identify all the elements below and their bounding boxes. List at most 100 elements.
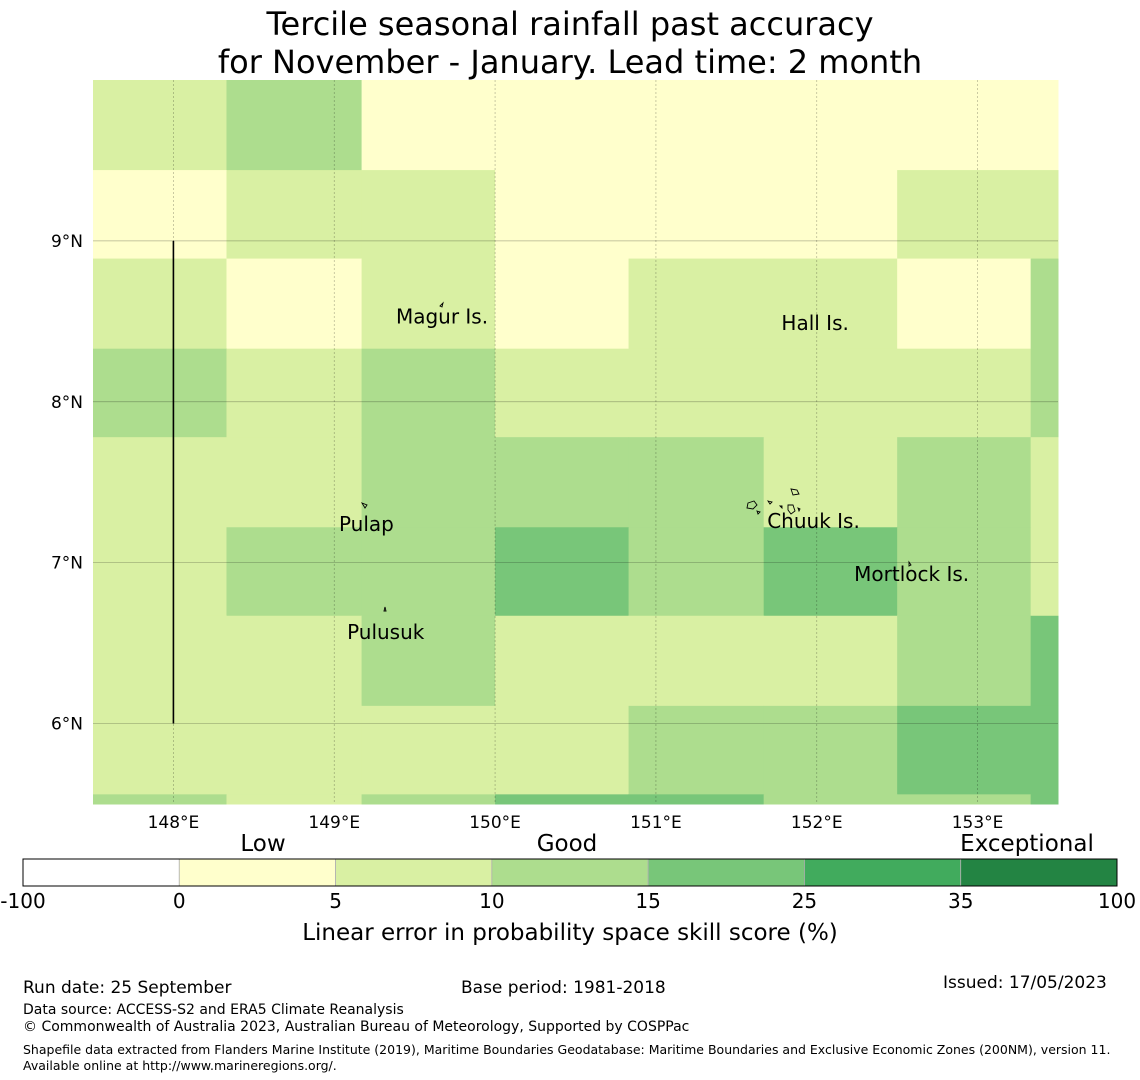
- place-label: Hall Is.: [781, 311, 848, 335]
- colorbar-category-good: Good: [536, 831, 598, 857]
- place-label: Pulusuk: [347, 620, 425, 644]
- grid-cell: [361, 615, 496, 707]
- grid-cell: [93, 615, 227, 707]
- grid-cell: [628, 794, 765, 805]
- grid-cell: [93, 794, 227, 805]
- grid-cell: [1030, 527, 1059, 617]
- grid-cell: [628, 80, 765, 171]
- axis-tick-labels: 148°E 149°E 150°E 151°E 152°E 153°E 6°N 7°N 8°N 9…: [51, 232, 1003, 833]
- grid-cell: [897, 348, 1032, 438]
- grid-cell: [226, 80, 363, 171]
- grid-cell: [495, 258, 630, 350]
- colorbar-tick-label: 35: [947, 889, 974, 913]
- island-outline: [797, 507, 801, 513]
- grid-cell: [226, 348, 363, 438]
- grid-cell: [495, 615, 630, 707]
- island-outline: [766, 500, 773, 505]
- lat-tick-label: 7°N: [51, 554, 83, 574]
- colorbar-segment: [960, 858, 1118, 887]
- island-outline: [383, 606, 387, 612]
- grid-cell: [495, 705, 630, 795]
- island-outlines: [360, 301, 912, 612]
- grid-cell: [628, 437, 765, 528]
- grid-cell: [1030, 258, 1059, 350]
- base-period: Base period: 1981-2018: [461, 978, 666, 998]
- shapefile-credit: Shapefile data extracted from Flanders M…: [23, 1042, 1111, 1073]
- place-label: Mortlock Is.: [854, 562, 969, 586]
- grid-cell: [897, 705, 1032, 795]
- colorbar-tick-label: 10: [479, 889, 505, 913]
- colorbar-tick-label: -100: [0, 889, 46, 913]
- graticule: [93, 80, 1058, 804]
- island-outline: [778, 505, 783, 510]
- lat-tick-label: 9°N: [51, 232, 83, 252]
- grid-cell: [226, 615, 363, 707]
- island-outline: [756, 510, 761, 515]
- map-title-line-1: Tercile seasonal rainfall past accuracy: [266, 5, 874, 43]
- grid-cell: [495, 348, 630, 438]
- colorbar: [22, 858, 1118, 887]
- grid-cell: [361, 437, 496, 528]
- lon-tick-label: 153°E: [952, 813, 1004, 833]
- colorbar-tick-label: 15: [635, 889, 661, 913]
- grid-cell: [495, 80, 630, 171]
- grid-cell: [226, 258, 363, 350]
- island-outline: [439, 301, 444, 308]
- grid-cell: [93, 258, 227, 350]
- grid-cell: [226, 794, 363, 805]
- copyright: © Commonwealth of Australia 2023, Austra…: [23, 1019, 690, 1035]
- data-source: Data source: ACCESS-S2 and ERA5 Climate …: [23, 1002, 404, 1018]
- grid-cell: [1030, 794, 1059, 805]
- colorbar-frame: [22, 858, 1118, 887]
- grid-cell: [628, 258, 765, 350]
- grid-cell: [1030, 348, 1059, 438]
- lat-tick-label: 8°N: [51, 393, 83, 413]
- grid-cell: [93, 170, 227, 260]
- colorbar-label: Linear error in probability space skill …: [302, 920, 838, 946]
- colorbar-segment: [804, 858, 962, 887]
- grid-cell: [897, 170, 1032, 260]
- grid-cell: [763, 615, 898, 707]
- grid-cell: [93, 80, 227, 171]
- grid-cell: [763, 258, 898, 350]
- colorbar-segment: [647, 858, 805, 887]
- grid-cell: [1030, 80, 1059, 171]
- grid-cell: [226, 527, 363, 617]
- grid-cell: [361, 794, 496, 805]
- colorbar-tick-label: 100: [1097, 889, 1137, 913]
- grid-cell: [763, 170, 898, 260]
- skill-grid: [93, 80, 1059, 805]
- colorbar-tick-label: 0: [172, 889, 186, 913]
- grid-cell: [897, 258, 1032, 350]
- colorbar-tick-label: 25: [791, 889, 818, 913]
- lon-tick-label: 149°E: [308, 813, 360, 833]
- run-date: Run date: 25 September: [23, 978, 232, 998]
- grid-cell: [763, 80, 898, 171]
- colorbar-segment: [335, 858, 493, 887]
- grid-cell: [361, 527, 496, 617]
- grid-cell: [226, 705, 363, 795]
- grid-cell: [763, 437, 898, 528]
- grid-cell: [1030, 705, 1059, 795]
- island-outline: [787, 504, 796, 515]
- grid-cell: [628, 348, 765, 438]
- grid-cell: [495, 170, 630, 260]
- lon-tick-label: 150°E: [469, 813, 521, 833]
- island-outline: [746, 500, 758, 510]
- grid-cell: [763, 794, 898, 805]
- grid-cell: [628, 615, 765, 707]
- grid-cell: [93, 348, 227, 438]
- grid-cell: [361, 705, 496, 795]
- grid-cell: [1030, 437, 1059, 528]
- place-label: Chuuk Is.: [767, 509, 860, 533]
- colorbar-category-exceptional: Exceptional: [960, 831, 1094, 857]
- grid-cell: [361, 80, 496, 171]
- lat-tick-label: 6°N: [51, 715, 83, 735]
- grid-cell: [628, 170, 765, 260]
- grid-cell: [763, 705, 898, 795]
- grid-cell: [897, 80, 1032, 171]
- grid-cell: [628, 705, 765, 795]
- grid-cell: [897, 527, 1032, 617]
- grid-cell: [1030, 615, 1059, 707]
